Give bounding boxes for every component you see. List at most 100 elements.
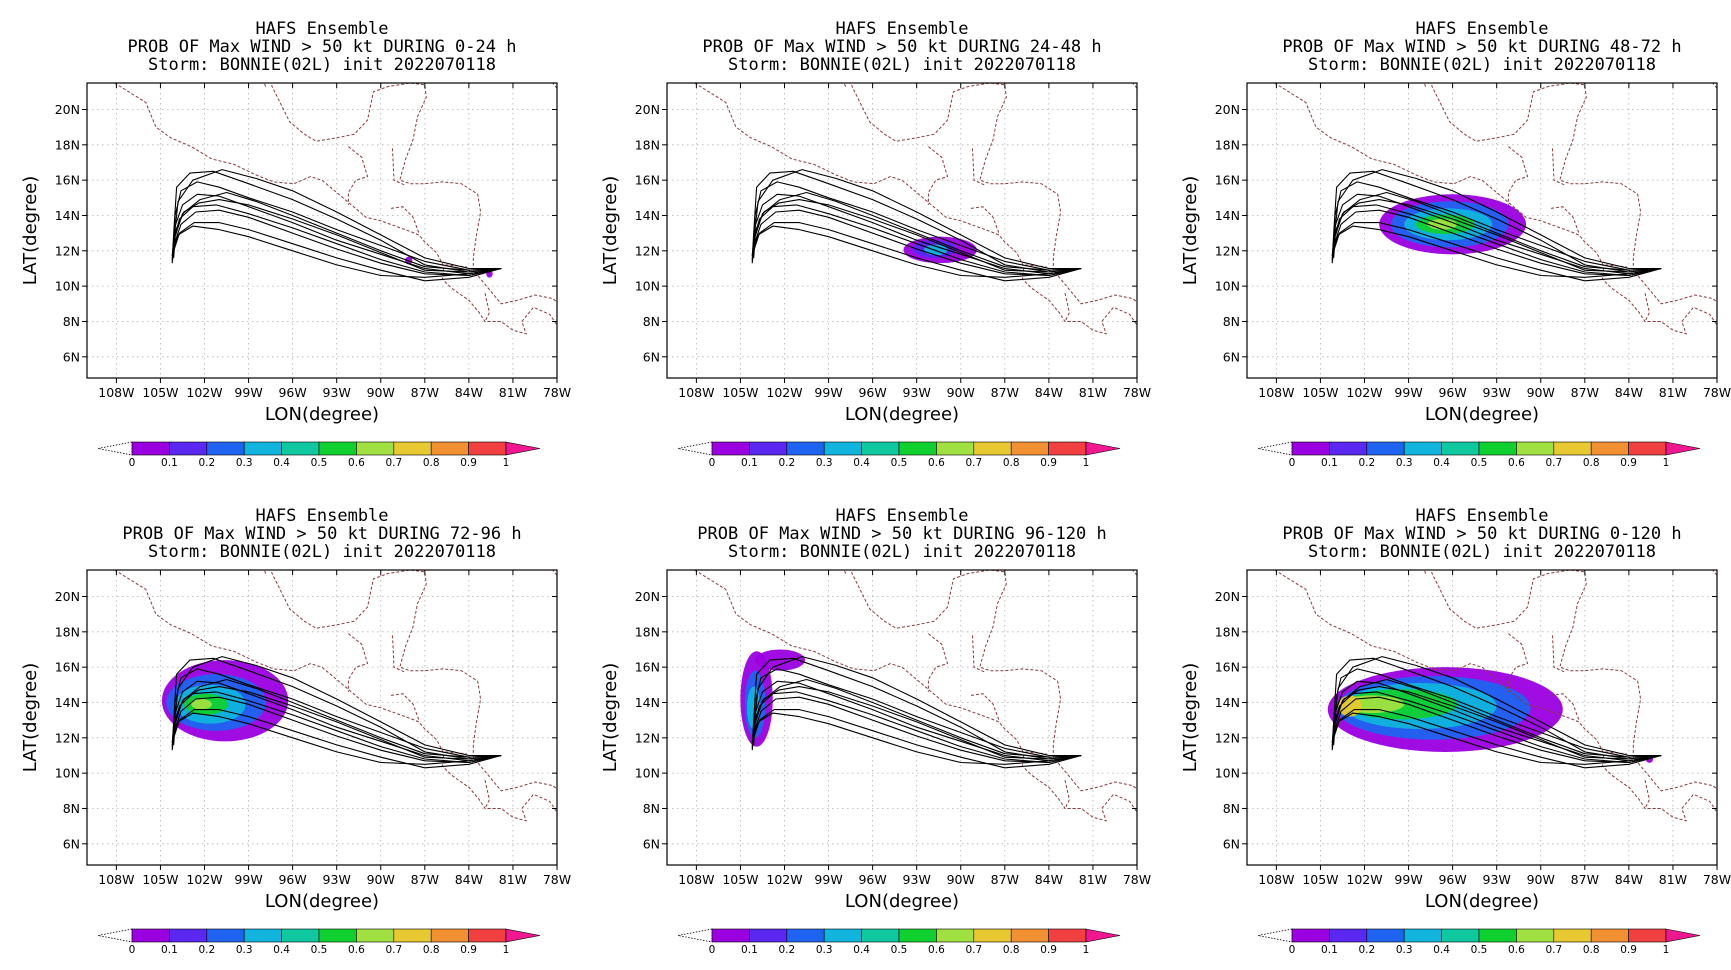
colorbar-label: 0.4 bbox=[1433, 944, 1450, 956]
coastline bbox=[567, 314, 571, 330]
ensemble-track bbox=[751, 712, 1082, 765]
colorbar-swatch bbox=[393, 928, 432, 943]
y-tick-label: 8N bbox=[643, 801, 660, 816]
x-tick-label: 84W bbox=[455, 385, 483, 400]
ensemble-track bbox=[751, 222, 1082, 282]
colorbar-label: 0.3 bbox=[816, 457, 833, 469]
y-axis-label: LAT(degree) bbox=[20, 176, 41, 285]
x-tick-label: 96W bbox=[858, 872, 886, 887]
colorbar-label: 0.5 bbox=[311, 944, 328, 956]
x-tick-label: 99W bbox=[814, 872, 842, 887]
colorbar-label: 0.8 bbox=[1583, 457, 1600, 469]
colorbar-swatch bbox=[468, 928, 507, 943]
x-tick-label: 84W bbox=[1035, 385, 1063, 400]
map-frame bbox=[86, 82, 558, 379]
x-tick-label: 99W bbox=[814, 385, 842, 400]
ensemble-track bbox=[751, 209, 1082, 277]
x-tick-label: 108W bbox=[678, 385, 714, 400]
colorbar-swatch bbox=[169, 441, 208, 456]
panel-ensemble-title: HAFS Ensemble bbox=[1415, 19, 1548, 39]
ensemble-track bbox=[171, 225, 502, 278]
coastline bbox=[850, 570, 1137, 792]
ensemble-track bbox=[753, 686, 1082, 760]
x-tick-label: 105W bbox=[1302, 872, 1338, 887]
coastline bbox=[970, 206, 1000, 234]
colorbar-swatch bbox=[1516, 928, 1555, 943]
x-tick-label: 81W bbox=[1079, 872, 1107, 887]
panel-storm-title: Storm: BONNIE(02L) init 2022070118 bbox=[728, 542, 1076, 562]
coastline bbox=[1131, 570, 1137, 576]
y-axis-label: LAT(degree) bbox=[20, 663, 41, 772]
panel-probability-title: PROB OF Max WIND > 50 kt DURING 0-24 h bbox=[128, 37, 517, 57]
coastline bbox=[390, 206, 420, 234]
colorbar-label: 0.2 bbox=[1358, 457, 1375, 469]
ensemble-track bbox=[753, 181, 1082, 271]
colorbar-label: 0.5 bbox=[1471, 944, 1488, 956]
coastline bbox=[1552, 635, 1566, 673]
x-tick-label: 102W bbox=[766, 385, 802, 400]
colorbar-swatch bbox=[1010, 928, 1049, 943]
colorbar-label: 0.4 bbox=[273, 457, 290, 469]
panel-storm-title: Storm: BONNIE(02L) init 2022070118 bbox=[1308, 55, 1656, 75]
colorbar-label: 0.9 bbox=[460, 457, 477, 469]
coastline bbox=[972, 635, 986, 673]
colorbar-label: 0.5 bbox=[891, 944, 908, 956]
colorbar-swatch bbox=[711, 441, 750, 456]
coastline bbox=[551, 83, 557, 89]
ensemble-track bbox=[753, 668, 1082, 758]
panel-storm-title: Storm: BONNIE(02L) init 2022070118 bbox=[148, 542, 496, 562]
colorbar-label: 0.9 bbox=[1620, 457, 1637, 469]
coastline bbox=[1727, 314, 1731, 330]
ensemble-track bbox=[1333, 193, 1662, 275]
x-tick-label: 99W bbox=[234, 872, 262, 887]
colorbar-label: 0.4 bbox=[853, 944, 870, 956]
ensemble-track bbox=[1333, 656, 1662, 757]
coastline bbox=[1552, 148, 1566, 186]
colorbar-label: 0.1 bbox=[1321, 457, 1338, 469]
colorbar-label: 0.1 bbox=[741, 457, 758, 469]
x-tick-label: 99W bbox=[1394, 385, 1422, 400]
y-tick-label: 10N bbox=[55, 766, 80, 781]
y-tick-label: 18N bbox=[55, 624, 80, 639]
x-tick-label: 93W bbox=[1483, 385, 1511, 400]
panel-ensemble-title: HAFS Ensemble bbox=[1415, 506, 1548, 526]
coastline bbox=[392, 635, 406, 673]
y-tick-label: 12N bbox=[635, 730, 660, 745]
colorbar-label: 0.1 bbox=[161, 944, 178, 956]
ensemble-track bbox=[171, 657, 502, 760]
map-frame bbox=[1246, 82, 1718, 379]
y-tick-label: 14N bbox=[1215, 208, 1240, 223]
coastline bbox=[390, 693, 420, 721]
colorbar-label: 0.1 bbox=[741, 944, 758, 956]
colorbar-swatch bbox=[1441, 928, 1480, 943]
x-tick-label: 105W bbox=[1302, 385, 1338, 400]
x-tick-label: 99W bbox=[234, 385, 262, 400]
coastline bbox=[1644, 780, 1650, 809]
colorbar-under-triangle bbox=[677, 928, 713, 943]
ensemble-track bbox=[1333, 199, 1662, 273]
colorbar-swatch bbox=[1366, 441, 1405, 456]
coastline bbox=[1550, 206, 1580, 234]
y-tick-label: 6N bbox=[1223, 349, 1240, 364]
map-area bbox=[87, 570, 557, 865]
x-tick-label: 81W bbox=[1079, 385, 1107, 400]
colorbar-label: 0.8 bbox=[1583, 944, 1600, 956]
colorbar-over-triangle bbox=[505, 441, 541, 456]
x-tick-label: 81W bbox=[499, 872, 527, 887]
ensemble-track bbox=[173, 181, 502, 271]
coastline bbox=[1273, 83, 1717, 335]
colorbar-label: 0.7 bbox=[1545, 457, 1562, 469]
colorbar-label: 1 bbox=[1663, 457, 1670, 469]
x-tick-label: 108W bbox=[1258, 385, 1294, 400]
colorbar-swatch bbox=[1478, 441, 1517, 456]
colorbar-label: 0.7 bbox=[965, 944, 982, 956]
y-tick-label: 10N bbox=[635, 766, 660, 781]
ensemble-track bbox=[171, 696, 502, 764]
y-tick-label: 10N bbox=[1215, 766, 1240, 781]
y-tick-label: 18N bbox=[55, 137, 80, 152]
coastline bbox=[270, 83, 557, 305]
